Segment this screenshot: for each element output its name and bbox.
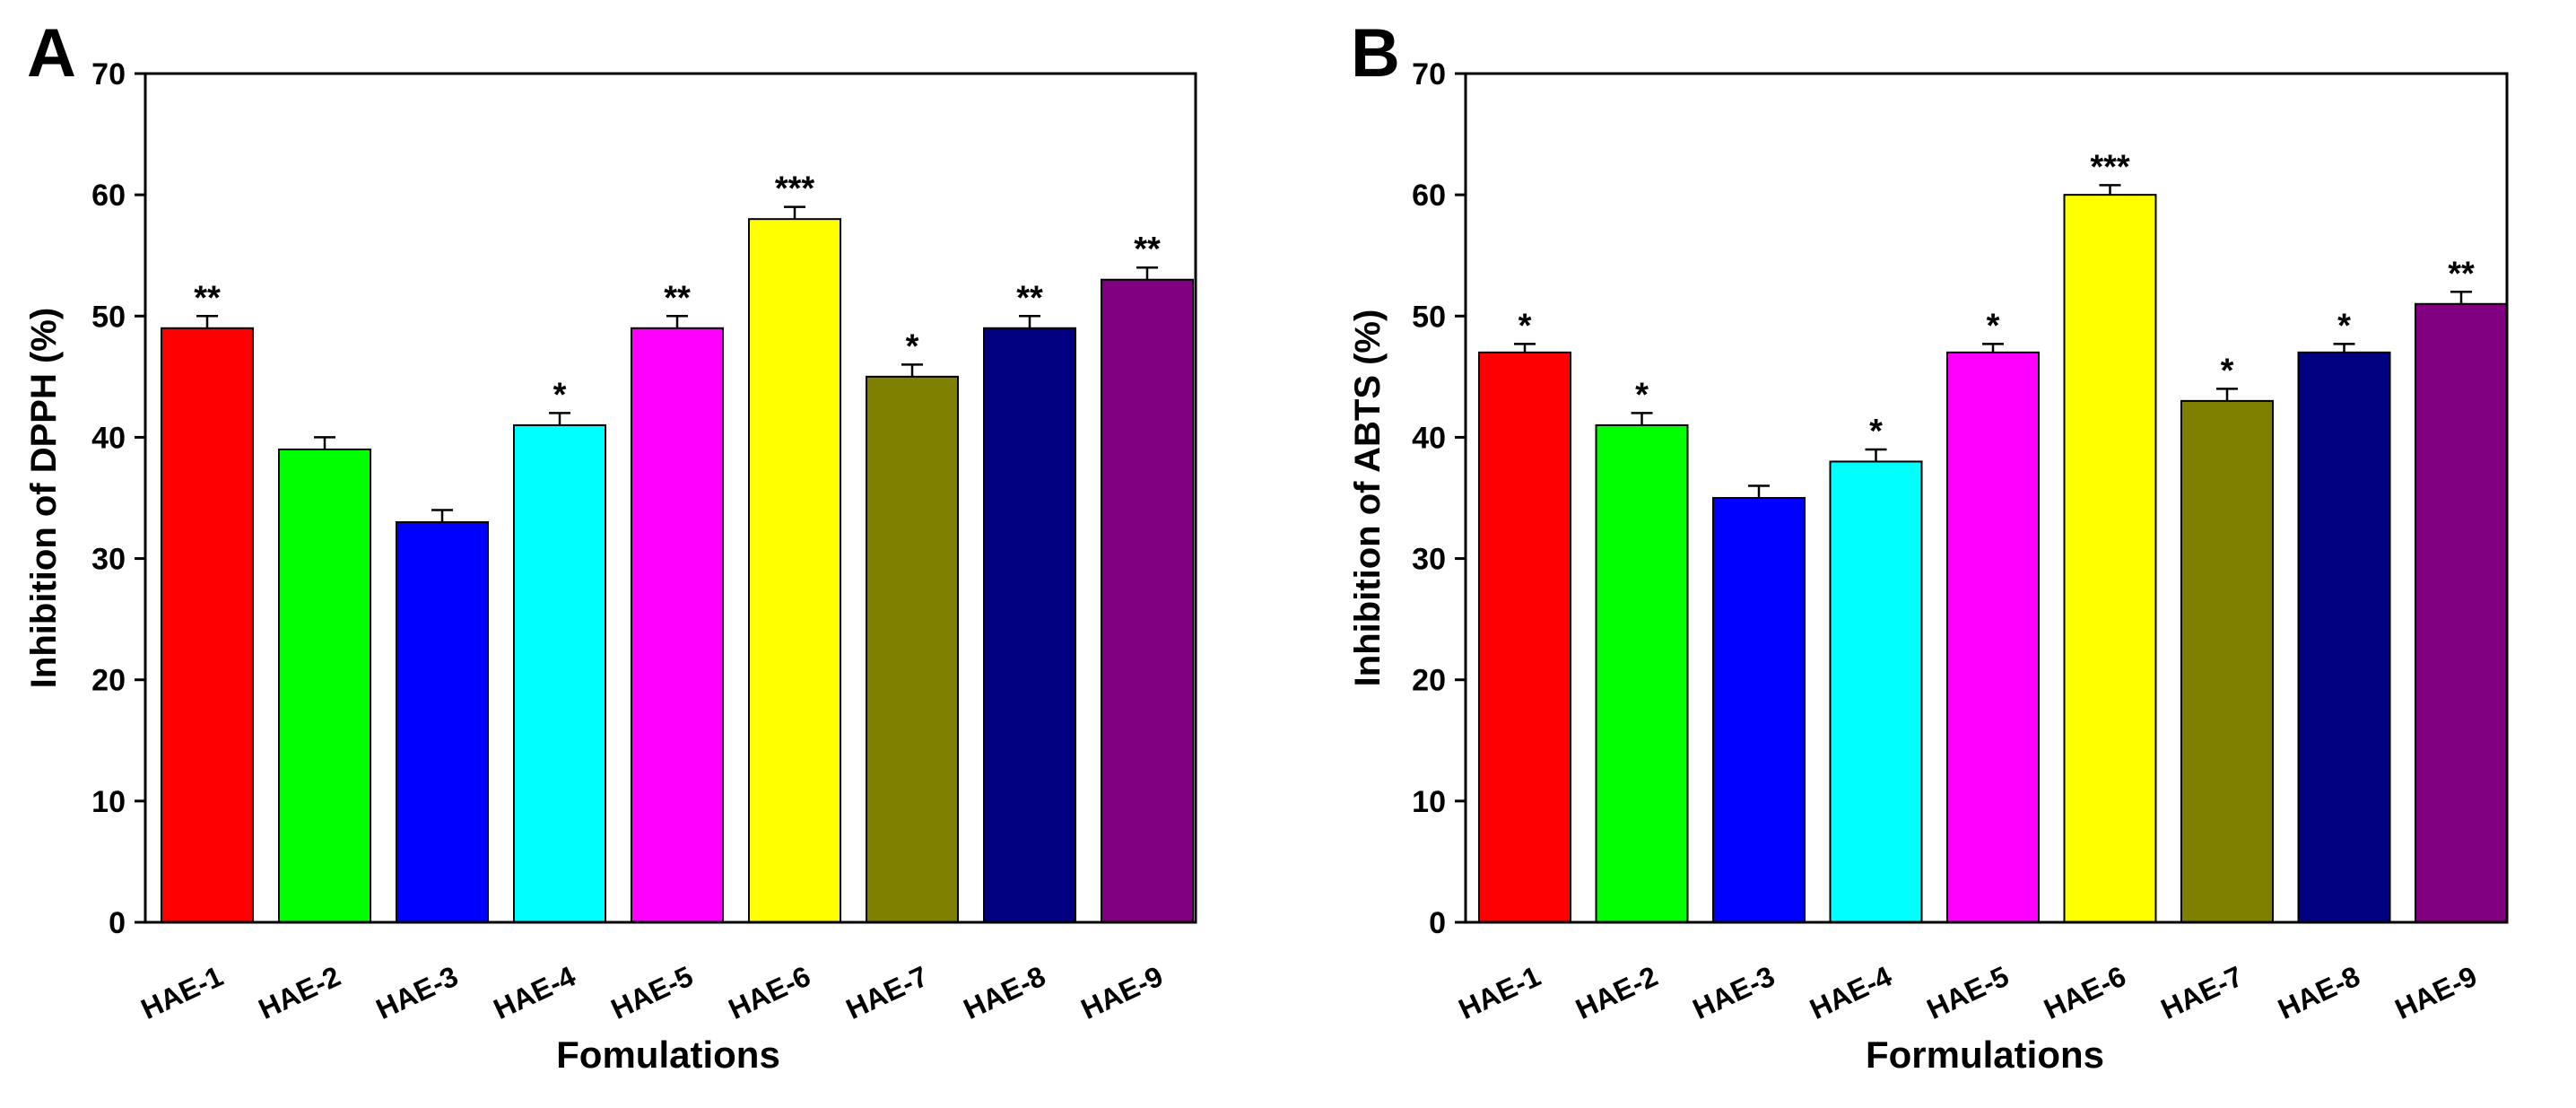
panel-label-b: B	[1351, 15, 1400, 92]
y-tick-label: 50	[91, 300, 126, 334]
x-tick-label: HAE-5	[606, 960, 698, 1025]
significance-label: **	[664, 279, 691, 317]
bar-hae-3	[396, 521, 489, 923]
bar-hae-1	[161, 327, 254, 923]
x-tick-label: HAE-4	[1805, 960, 1896, 1025]
y-tick-label: 70	[1412, 57, 1446, 92]
significance-label: *	[553, 376, 567, 414]
bar-hae-8	[983, 327, 1076, 923]
significance-label: *	[906, 327, 919, 365]
y-tick-label: 10	[1412, 785, 1446, 819]
bar-hae-6	[2063, 194, 2157, 923]
significance-label: *	[1869, 413, 1883, 450]
bar-hae-7	[866, 375, 959, 924]
x-tick-label: HAE-8	[959, 960, 1050, 1025]
x-tick-label: HAE-5	[1922, 960, 2014, 1025]
significance-label: **	[1016, 279, 1043, 317]
y-tick-label: 20	[1412, 664, 1446, 698]
y-tick-label: 0	[1429, 906, 1446, 940]
y-tick-label: 30	[91, 543, 126, 577]
x-tick-label: HAE-2	[254, 960, 345, 1025]
x-tick-label: HAE-1	[1454, 960, 1545, 1025]
significance-label: **	[2448, 255, 2475, 292]
y-axis-title: Inhibition of DPPH (%)	[24, 308, 64, 688]
x-tick-label: HAE-1	[136, 960, 228, 1025]
y-axis-title: Inhibition of ABTS (%)	[1348, 310, 1388, 687]
x-tick-label: HAE-3	[371, 960, 463, 1025]
significance-label: *	[2337, 307, 2351, 345]
y-tick-label: 60	[91, 179, 126, 213]
x-tick-label: HAE-7	[2156, 960, 2248, 1025]
chart-panel-a: ** * ** *** * ** ** 0 10 20 30 40 50 60 70 HAE-1 HAE-2 HA…	[24, 15, 1197, 1076]
x-tick-label: HAE-9	[2390, 960, 2482, 1025]
bar-hae-4	[1829, 460, 1923, 923]
y-tick-label: 50	[1412, 300, 1446, 334]
y-tick-label: 60	[1412, 179, 1446, 213]
bar-hae-8	[2297, 351, 2391, 924]
significance-label: *	[1635, 376, 1649, 414]
x-tick-label: HAE-4	[489, 960, 580, 1025]
x-tick-label: HAE-2	[1571, 960, 1662, 1025]
x-tick-label: HAE-9	[1076, 960, 1168, 1025]
bar-hae-7	[2180, 399, 2274, 923]
bar-hae-2	[1595, 423, 1689, 923]
y-tick-label: 20	[91, 664, 126, 698]
bar-hae-4	[513, 423, 606, 923]
bar-hae-9	[2415, 302, 2508, 923]
chart-panel-b: * * * * *** * * ** 0 10 20 30 40 50 60 70 HAE-1 HAE-2 HAE-…	[1288, 0, 2576, 1108]
significance-label: *	[1519, 307, 1532, 345]
bar-hae-3	[1712, 497, 1806, 923]
significance-label: ***	[2090, 148, 2130, 186]
plot-frame	[1464, 72, 2509, 924]
y-tick-label: 0	[109, 906, 126, 940]
significance-label: *	[2221, 352, 2234, 389]
y-tick-label: 70	[91, 57, 126, 92]
significance-label: *	[1987, 307, 2000, 345]
x-tick-label: HAE-7	[841, 960, 933, 1025]
y-tick-label: 10	[91, 785, 126, 819]
y-tick-label: 40	[1412, 421, 1446, 455]
x-tick-label: HAE-6	[724, 960, 815, 1025]
bar-hae-9	[1101, 278, 1194, 923]
bar-hae-1	[1478, 351, 1571, 924]
bar-hae-2	[278, 448, 371, 923]
panel-label-a: A	[27, 15, 76, 92]
significance-label: **	[194, 279, 221, 317]
x-tick-label: HAE-6	[2039, 960, 2130, 1025]
plot-frame	[144, 72, 1197, 924]
x-axis-title: Formulations	[1866, 1034, 2104, 1076]
bar-hae-5	[1946, 351, 2040, 924]
bar-hae-6	[748, 218, 841, 923]
significance-label: **	[1134, 231, 1161, 268]
y-tick-label: 40	[91, 421, 126, 455]
x-tick-label: HAE-3	[1688, 960, 1780, 1025]
y-tick-label: 30	[1412, 543, 1446, 577]
x-tick-label: HAE-8	[2273, 960, 2364, 1025]
x-axis-title: Fomulations	[556, 1034, 780, 1076]
significance-label: ***	[775, 170, 815, 208]
bar-hae-5	[631, 327, 724, 923]
